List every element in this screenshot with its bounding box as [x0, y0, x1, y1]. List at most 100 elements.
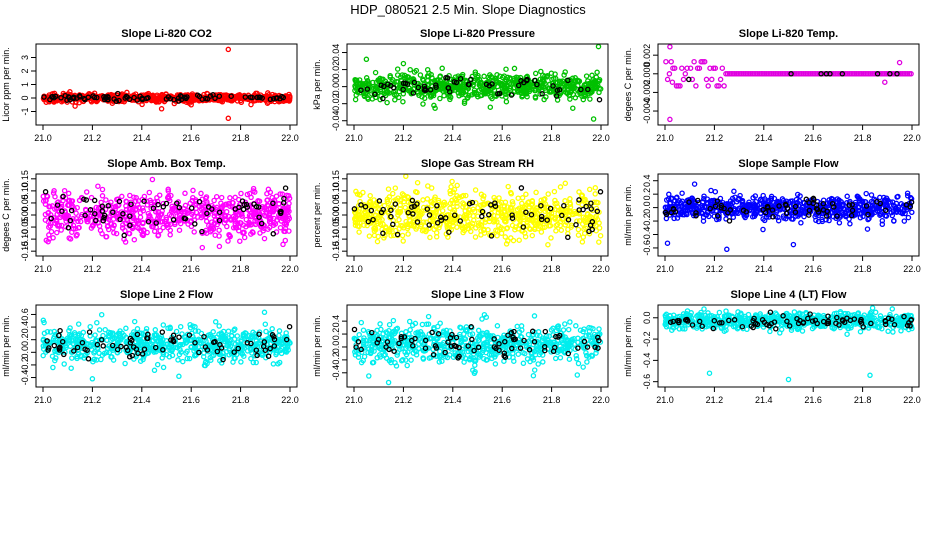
data-point-highlight [192, 221, 198, 227]
x-tick-label: 21.6 [182, 133, 200, 143]
data-point [225, 115, 232, 122]
data-point [679, 190, 685, 196]
data-point [893, 200, 900, 207]
data-point-highlight [178, 94, 185, 100]
data-point [54, 229, 60, 236]
data-point [590, 116, 597, 122]
data-point [212, 232, 218, 238]
data-point [152, 327, 159, 333]
data-point [447, 205, 453, 211]
data-point [385, 186, 392, 192]
data-point [682, 71, 689, 77]
data-point [367, 192, 373, 199]
data-point-highlight [286, 323, 293, 330]
data-point [468, 228, 474, 235]
data-point [44, 328, 51, 335]
data-point [89, 376, 96, 382]
data-point-highlight [134, 97, 140, 103]
data-point [882, 79, 888, 85]
x-tick-label: 21.2 [84, 395, 102, 405]
data-point-highlight [139, 96, 146, 103]
data-point-highlight [388, 213, 394, 220]
data-point [243, 216, 250, 223]
x-tick-label: 21.6 [182, 395, 200, 405]
y-tick-label: 0.2 [642, 188, 652, 201]
data-point-highlight [254, 94, 260, 101]
data-point [579, 221, 586, 227]
data-point [868, 192, 875, 198]
x-tick-label: 22.0 [903, 264, 921, 274]
data-point [406, 318, 413, 325]
data-point [191, 213, 197, 219]
data-point [241, 229, 247, 236]
data-point [123, 206, 130, 213]
data-point [123, 334, 129, 341]
x-tick-label: 21.8 [854, 133, 872, 143]
data-point [482, 219, 489, 225]
data-point [61, 187, 68, 194]
data-point-highlight [176, 334, 182, 340]
data-point [864, 226, 871, 232]
data-point [527, 226, 534, 233]
data-point [403, 173, 409, 180]
data-point [161, 96, 167, 102]
data-point-highlight [376, 198, 383, 204]
data-point [160, 364, 167, 371]
data-point [401, 198, 407, 205]
data-point-highlight [380, 95, 386, 102]
data-point-highlight [141, 346, 148, 352]
data-point [353, 92, 359, 98]
data-point [69, 355, 75, 361]
data-point-highlight [446, 229, 452, 235]
data-point [592, 185, 599, 191]
data-point [150, 93, 157, 100]
data-point-highlight [468, 76, 474, 83]
y-tick-label: 0.4 [642, 174, 652, 187]
data-point [481, 193, 487, 199]
y-axis-label: ml/min per min. [1, 315, 11, 377]
data-point [237, 238, 243, 244]
data-point [151, 228, 158, 235]
data-point-highlight [160, 203, 167, 210]
x-tick-label: 21.6 [804, 264, 822, 274]
data-point [42, 211, 49, 218]
data-point [394, 66, 401, 72]
data-point [126, 230, 133, 237]
y-tick-label: 0.15 [20, 170, 30, 188]
data-point [137, 214, 144, 220]
panel-title: Slope Gas Stream RH [421, 158, 534, 170]
data-point-highlight [42, 189, 49, 195]
data-point-highlight [68, 207, 75, 214]
data-point-highlight [686, 76, 692, 83]
data-point [557, 222, 564, 229]
data-point [420, 101, 426, 107]
data-point-highlight [196, 93, 203, 100]
data-point-highlight [155, 201, 161, 208]
x-tick-label: 21.0 [345, 264, 363, 274]
data-point [554, 204, 561, 210]
data-point [504, 225, 511, 231]
data-point [67, 325, 73, 331]
data-point [182, 202, 189, 209]
data-point [149, 176, 156, 183]
y-tick-label: -0.2 [331, 352, 341, 368]
x-tick-label: 21.0 [34, 264, 52, 274]
series-points [40, 46, 293, 122]
data-point [390, 190, 396, 197]
data-point [357, 192, 363, 198]
data-point-highlight [520, 224, 527, 230]
data-point [515, 195, 521, 201]
data-point [225, 328, 232, 334]
data-point [775, 217, 782, 224]
data-point [400, 238, 406, 244]
data-point [494, 232, 500, 239]
data-point [595, 43, 602, 50]
data-point [384, 99, 390, 106]
data-point [548, 235, 554, 241]
data-point [73, 210, 79, 216]
data-point-highlight [48, 215, 54, 222]
